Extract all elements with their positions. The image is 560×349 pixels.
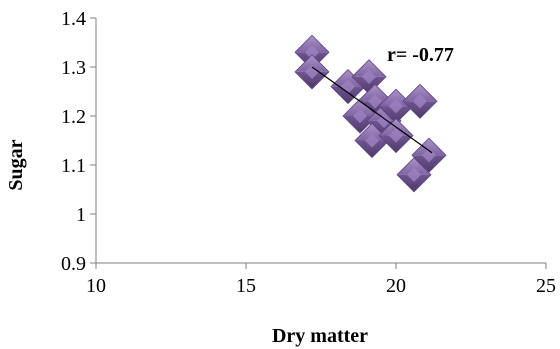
x-tick-label: 10	[86, 275, 106, 297]
data-point	[402, 83, 438, 119]
y-tick-label: 1.1	[61, 155, 86, 177]
y-axis-title: Sugar	[5, 139, 27, 190]
data-point	[294, 54, 330, 90]
data-point	[351, 59, 387, 95]
x-ticks: 10 15 20 25	[86, 263, 556, 297]
y-ticks: 0.9 1 1.1 1.2 1.3 1.4	[61, 8, 96, 275]
y-tick-label: 1.2	[61, 106, 86, 128]
x-axis-title: Dry matter	[272, 325, 368, 347]
axes: 0.9 1 1.1 1.2 1.3 1.4 10 15 20 25	[61, 8, 556, 297]
correlation-annotation: r= -0.77	[387, 44, 454, 66]
data-point	[411, 137, 447, 173]
x-tick-label: 15	[236, 275, 256, 297]
data-point	[396, 157, 432, 193]
y-tick-label: 1.4	[61, 8, 86, 30]
x-tick-label: 25	[536, 275, 556, 297]
y-tick-label: 1	[76, 204, 86, 226]
x-tick-label: 20	[386, 275, 406, 297]
data-points	[294, 34, 447, 193]
trendline	[311, 66, 433, 154]
y-tick-label: 1.3	[61, 57, 86, 79]
y-tick-label: 0.9	[61, 253, 86, 275]
